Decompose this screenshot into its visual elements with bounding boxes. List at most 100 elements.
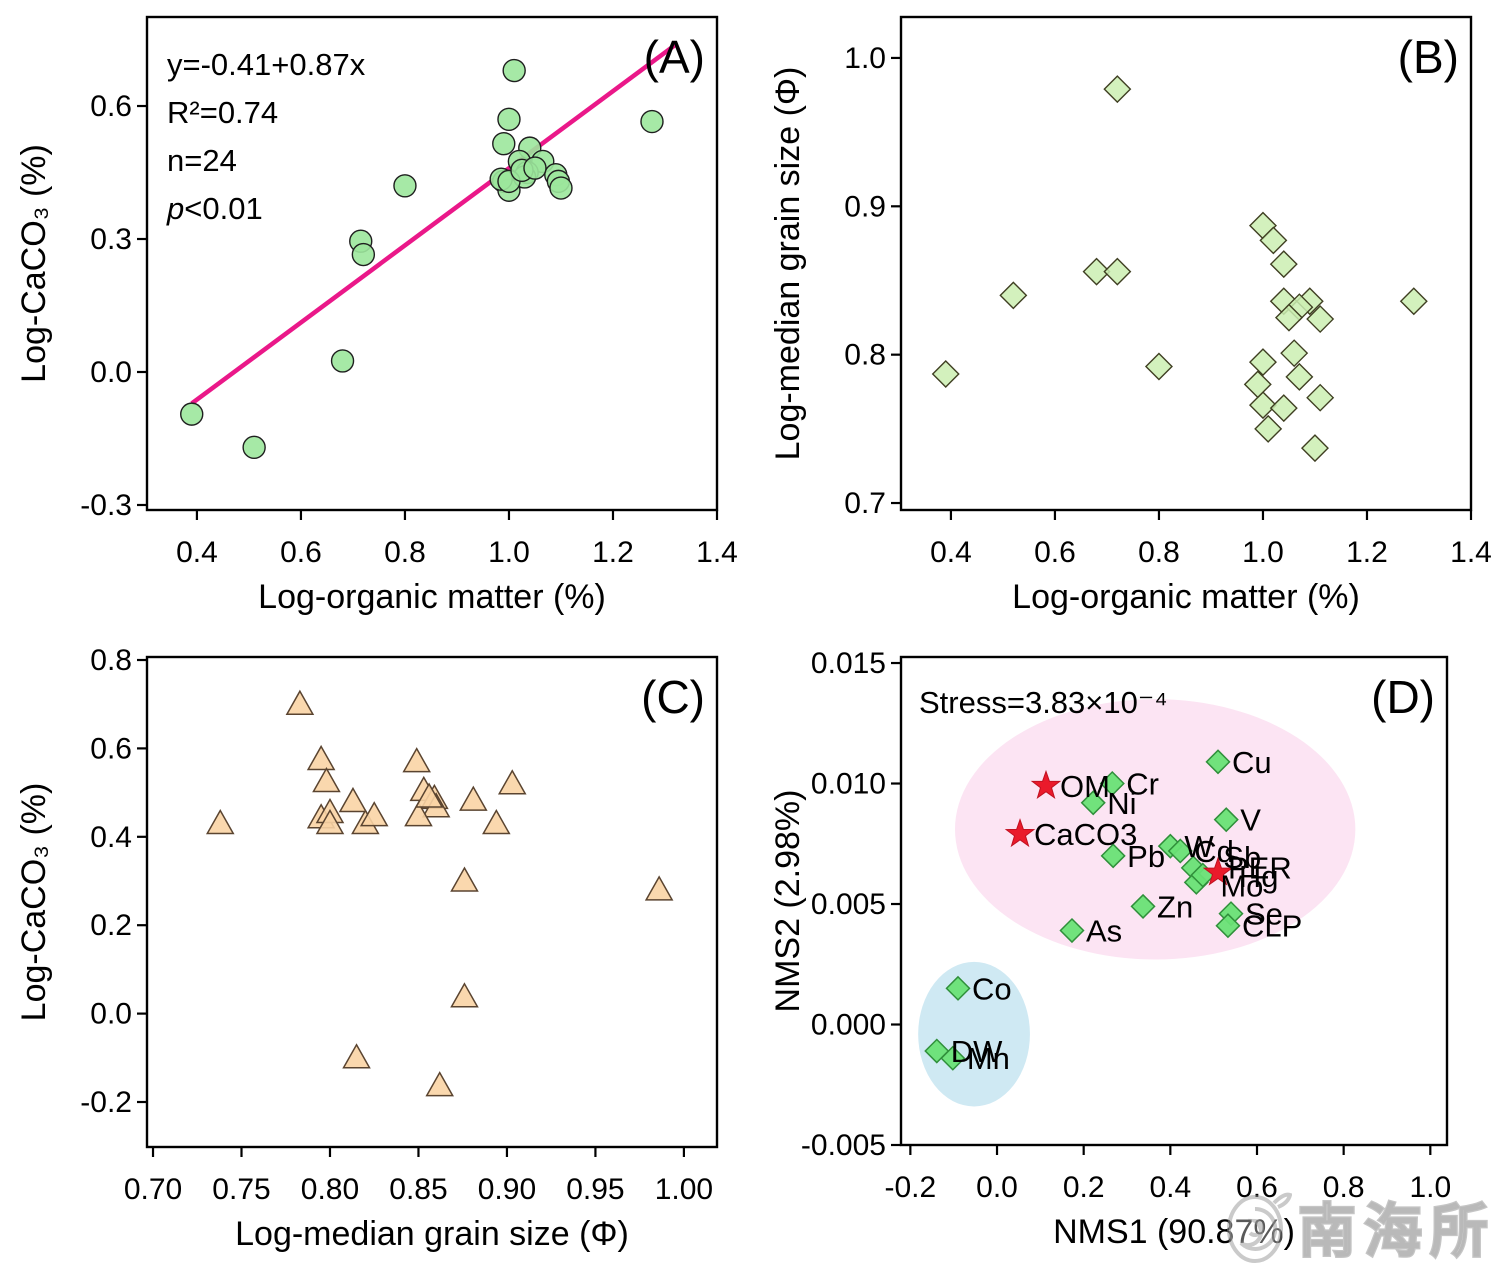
point-label-se: Se xyxy=(1245,897,1283,932)
point-label-ni: Ni xyxy=(1107,786,1136,821)
data-point-triangle xyxy=(306,744,336,771)
point-label-zn: Zn xyxy=(1157,889,1193,924)
data-point-diamond xyxy=(1300,434,1329,463)
data-point-star xyxy=(1202,856,1234,886)
x-tick-label: 1.2 xyxy=(1346,536,1388,569)
y-tick-label: 0.010 xyxy=(811,768,886,801)
x-tick-label: 0.6 xyxy=(280,536,322,569)
data-point-diamond xyxy=(1254,414,1283,443)
y-tick-label: 0.7 xyxy=(844,487,886,520)
data-point-diamond xyxy=(945,975,971,1001)
y-tick-label: 0.6 xyxy=(90,90,132,123)
x-tick-label: 0.2 xyxy=(1063,1171,1105,1204)
point-label-dw: DW xyxy=(951,1034,1003,1069)
y-tick-label: 0.4 xyxy=(90,821,132,854)
stats-annotation-line: p<0.01 xyxy=(166,191,263,226)
x-tick-label: 0.8 xyxy=(384,536,426,569)
x-tick-label: 1.0 xyxy=(488,536,530,569)
data-point-triangle xyxy=(315,809,345,835)
x-tick-label: 1.4 xyxy=(1450,536,1492,569)
data-point-diamond xyxy=(1103,75,1132,104)
x-tick-label: 0.4 xyxy=(930,536,972,569)
y-tick-label: 0.6 xyxy=(90,732,132,765)
y-tick-label: 0.8 xyxy=(844,339,886,372)
x-axis-title: Log-median grain size (Φ) xyxy=(235,1215,629,1253)
x-tick-label: 1.00 xyxy=(655,1173,713,1206)
data-point-triangle xyxy=(450,982,479,1008)
y-tick-label: 0.000 xyxy=(811,1009,886,1042)
point-label-cr: Cr xyxy=(1126,767,1159,802)
y-axis-title: Log-CaCO₃ (%) xyxy=(15,783,53,1022)
panel-a: 0.4 0.6 0.8 1.0 1.2 1.4 -0.3 0.0 0.3 0.6 Log-organ… xyxy=(15,15,738,616)
data-point-diamond xyxy=(1285,362,1314,391)
x-axis-title: Log-organic matter (%) xyxy=(1012,578,1360,616)
y-axis-title: Log-CaCO₃ (%) xyxy=(15,144,53,383)
x-tick-label: 0.8 xyxy=(1323,1171,1365,1204)
data-point-diamond xyxy=(1269,250,1298,279)
data-point-diamond xyxy=(1099,770,1125,797)
data-point-diamond xyxy=(1059,917,1085,944)
x-tick-label: 0.8 xyxy=(1138,536,1180,569)
x-tick-label: -0.2 xyxy=(885,1171,937,1204)
x-tick-label: 0.95 xyxy=(566,1173,624,1206)
y-tick-label: 0.0 xyxy=(90,356,132,389)
data-point-diamond xyxy=(1248,391,1277,420)
y-tick-label: 1.0 xyxy=(844,42,886,75)
data-point-diamond xyxy=(1399,287,1428,316)
panel-letter: (D) xyxy=(1371,671,1435,723)
panel-b: 0.4 0.6 0.8 1.0 1.2 1.4 0.7 0.8 0.9 1.0 Log-organi… xyxy=(769,15,1492,616)
plot-frame xyxy=(899,15,1473,512)
panel-letter: (A) xyxy=(644,31,705,83)
panel-letter: (B) xyxy=(1398,31,1459,83)
y-tick-label: -0.005 xyxy=(801,1129,886,1162)
stats-annotation-line: R²=0.74 xyxy=(167,95,278,130)
stats-annotation-line: n=24 xyxy=(167,143,237,178)
data-point-diamond xyxy=(1100,843,1126,869)
data-point-circle xyxy=(351,242,376,267)
data-point-diamond xyxy=(1167,838,1193,864)
data-point-diamond xyxy=(1082,257,1111,286)
data-point-circle xyxy=(502,58,526,83)
x-tick-label: 0.70 xyxy=(124,1173,182,1206)
x-tick-label: 0.4 xyxy=(1149,1171,1191,1204)
data-point-circle xyxy=(330,349,355,373)
stats-annotation-line: y=-0.41+0.87x xyxy=(167,47,366,82)
y-tick-label: 0.9 xyxy=(844,190,886,223)
data-point-diamond xyxy=(1080,790,1106,816)
plot-frame xyxy=(899,655,1449,1147)
x-tick-label: 1.2 xyxy=(592,536,634,569)
x-tick-label: 0.90 xyxy=(478,1173,536,1206)
data-point-triangle xyxy=(482,809,511,835)
y-tick-label: 0.0 xyxy=(90,998,132,1031)
data-point-triangle xyxy=(497,769,527,795)
point-label-per: PER xyxy=(1228,851,1292,886)
plot-frame xyxy=(145,15,719,512)
point-label-v: V xyxy=(1240,803,1261,838)
data-point-triangle xyxy=(359,801,389,827)
y-tick-label: 0.8 xyxy=(90,644,132,677)
point-label-sb: Sb xyxy=(1223,840,1261,875)
point-label-pb: Pb xyxy=(1127,839,1165,874)
point-label-caco3: CaCO3 xyxy=(1034,817,1137,852)
x-tick-label: 0.4 xyxy=(176,536,218,569)
point-label-w: W xyxy=(1184,829,1214,864)
y-tick-label: -0.2 xyxy=(80,1086,132,1119)
data-point-triangle xyxy=(644,875,674,901)
data-point-diamond xyxy=(1103,257,1132,286)
data-point-diamond xyxy=(1259,226,1288,255)
data-point-triangle xyxy=(459,785,488,811)
point-label-mo: Mo xyxy=(1220,868,1263,903)
data-point-triangle xyxy=(450,866,479,892)
data-point-star xyxy=(1004,818,1036,848)
data-point-diamond xyxy=(931,359,960,388)
point-label-cd: Cd xyxy=(1194,834,1234,869)
y-tick-label: 0.2 xyxy=(90,909,132,942)
data-point-circle xyxy=(549,176,573,200)
panel-letter: (C) xyxy=(641,671,705,723)
data-point-diamond xyxy=(1130,893,1156,919)
y-axis-title: NMS2 (2.98%) xyxy=(769,790,807,1013)
data-point-diamond xyxy=(1205,749,1231,775)
data-point-diamond xyxy=(1306,305,1335,334)
